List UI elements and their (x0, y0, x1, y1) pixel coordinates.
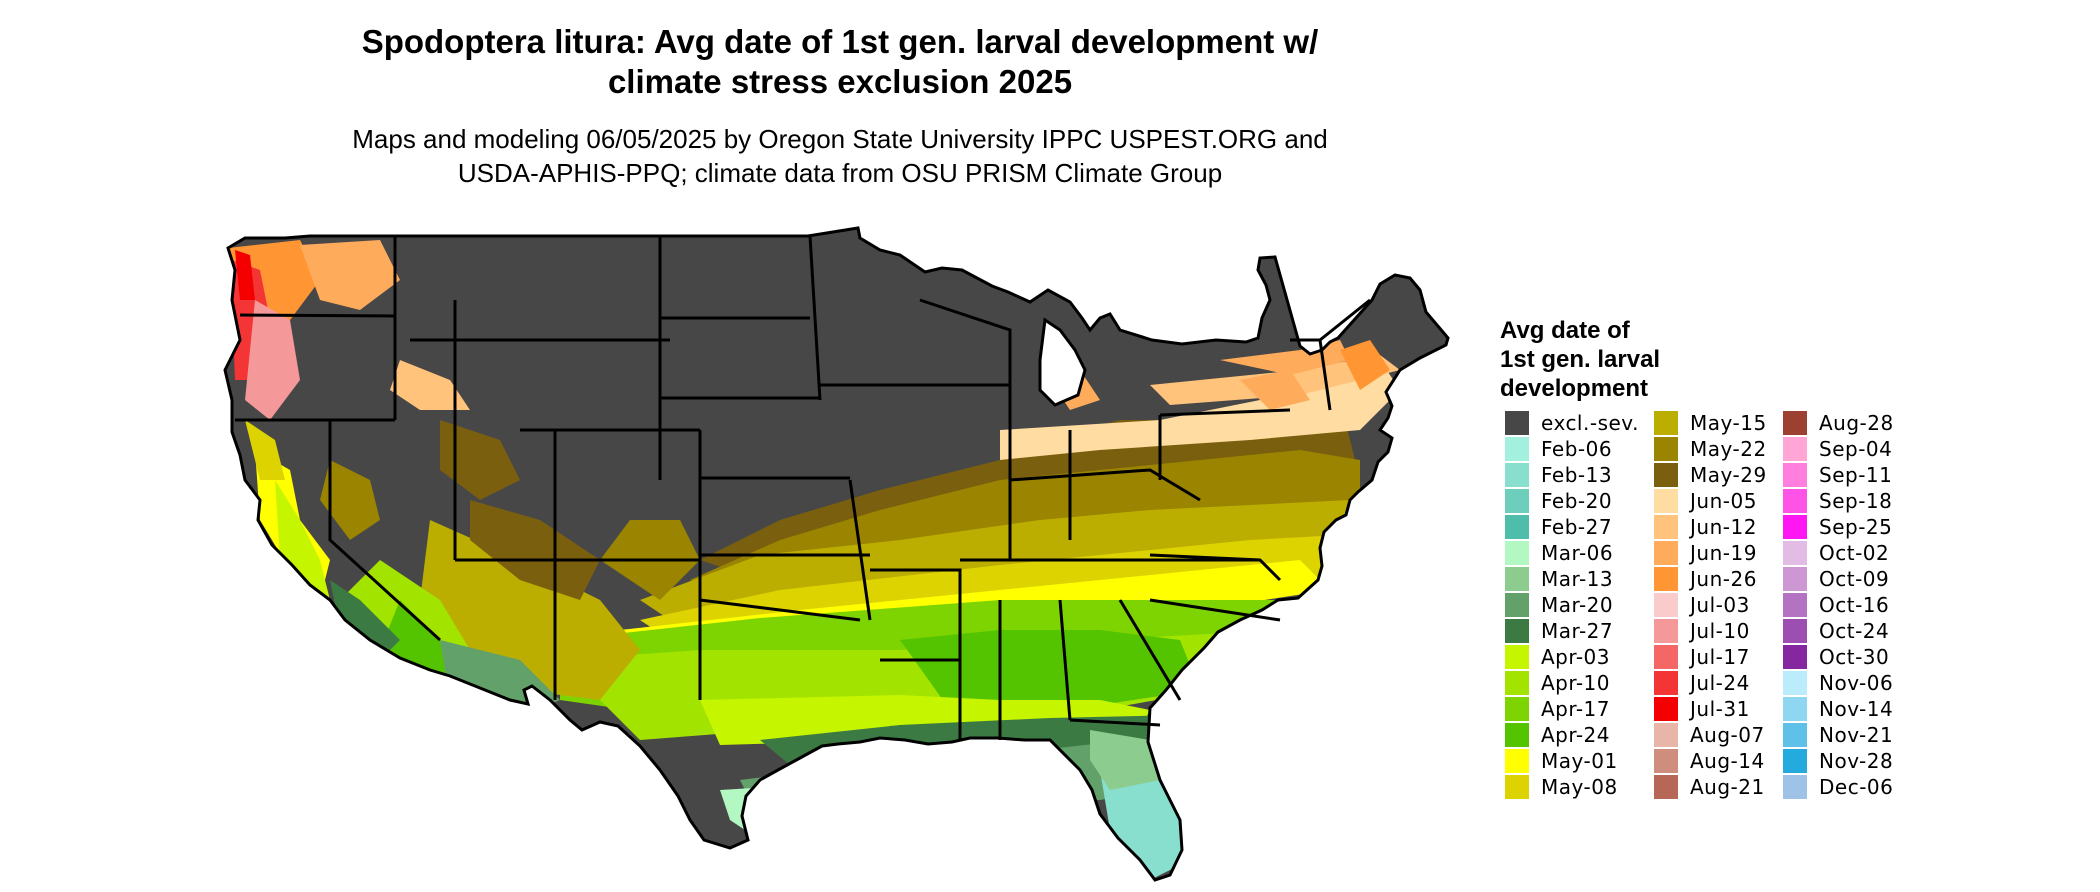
state-line-pa-ny (1159, 408, 1291, 417)
state-line-al-ga (1058, 599, 1072, 721)
state-line-mn-west (808, 235, 822, 401)
zone-mar-13-band (1090, 730, 1160, 790)
zone-id-jun-12 (390, 360, 470, 410)
state-line-la-ms (880, 658, 962, 740)
zone-ut-may-29 (440, 420, 520, 500)
state-line-va-nc (1149, 553, 1282, 582)
map-title: Spodoptera litura: Avg date of 1st gen. … (300, 22, 1380, 102)
state-line-nv-ca (328, 420, 442, 642)
legend-title-line-2: 1st gen. larval (1500, 346, 1661, 373)
zone-ne-jun-26 (1340, 340, 1390, 390)
map-subtitle-line-1: Maps and modeling 06/05/2025 by Oregon S… (352, 124, 1328, 154)
map-subtitle: Maps and modeling 06/05/2025 by Oregon S… (300, 122, 1380, 190)
zone-sw-may-29 (470, 500, 600, 600)
state-line-wi (919, 298, 1012, 400)
legend-title-line-3: development (1500, 375, 1649, 402)
zone-ca-may-08 (245, 420, 285, 480)
zone-jun-05-band (1000, 360, 1400, 460)
zone-wa-jul-31 (235, 250, 255, 300)
state-line-nc-sc (1149, 598, 1281, 622)
legend-title: Avg date of 1st gen. larval development (1500, 316, 1660, 403)
legend-title-line-1: Avg date of (1500, 317, 1630, 344)
zone-feb-20-band (760, 815, 820, 850)
state-line-ar (870, 568, 962, 660)
map-title-line-1: Spodoptera litura: Avg date of 1st gen. … (361, 23, 1319, 60)
zone-pnw-jun-19 (300, 240, 400, 310)
state-line-mo (848, 479, 872, 621)
state-line-ga-fl (1069, 718, 1161, 727)
zone-ca-apr-03 (275, 480, 330, 610)
zone-apr-24-band (900, 630, 1200, 710)
map-subtitle-line-2: USDA-APHIS-PPQ; climate data from OSU PR… (457, 158, 1223, 188)
zone-ca-mar-27 (330, 580, 400, 660)
zone-pnw-jul-10 (245, 300, 300, 420)
state-line-wa-or (239, 313, 396, 318)
state-line-ok-tx (699, 598, 861, 622)
zone-ny-jun-19 (1240, 370, 1310, 410)
map-title-line-2: climate stress exclusion 2025 (607, 63, 1073, 100)
michigan-lake-shoreline (1038, 317, 1087, 407)
state-boundaries (235, 235, 1371, 740)
zone-nv-may-22 (320, 460, 380, 540)
state-line-ky-oh (1009, 468, 1201, 502)
